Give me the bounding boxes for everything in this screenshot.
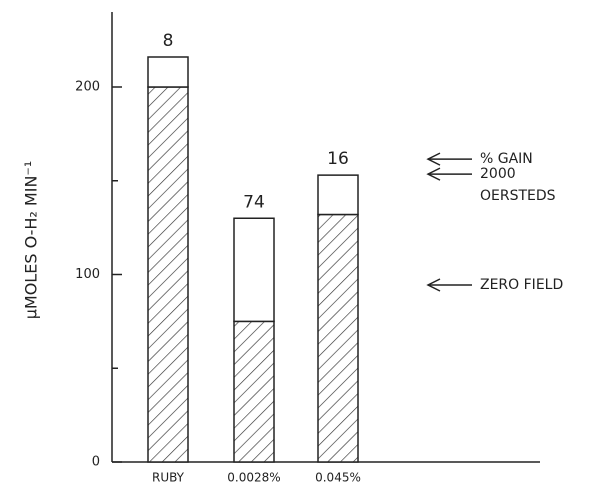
bar-segment — [317, 213, 359, 463]
oersteds-arrowhead — [426, 167, 441, 181]
oersteds-annotation: 2000 OERSTEDS — [480, 166, 556, 204]
x-tick-label: RUBY — [152, 471, 185, 485]
y-tick-label: 200 — [75, 80, 100, 95]
x-tick-label: 0.0028% — [227, 471, 280, 485]
gain-annotation: % GAIN — [480, 151, 533, 167]
bar-segment — [233, 217, 275, 323]
gain-label: 8 — [163, 31, 174, 51]
gain-arrowhead — [426, 152, 441, 166]
bar-segment — [147, 86, 189, 463]
bar-segment — [147, 56, 189, 88]
gain-label: 16 — [327, 149, 349, 169]
zero-arrowhead — [426, 278, 441, 292]
y-axis-label: μMOLES O-H₂ MIN⁻¹ — [22, 161, 41, 320]
bar-segment — [317, 174, 359, 216]
x-tick-label: 0.045% — [315, 471, 361, 485]
bar-segment — [233, 320, 275, 463]
y-tick-label: 100 — [75, 267, 100, 282]
y-tick-label: 0 — [92, 455, 100, 470]
zero-annotation: ZERO FIELD — [480, 277, 563, 293]
gain-label: 74 — [243, 192, 265, 212]
